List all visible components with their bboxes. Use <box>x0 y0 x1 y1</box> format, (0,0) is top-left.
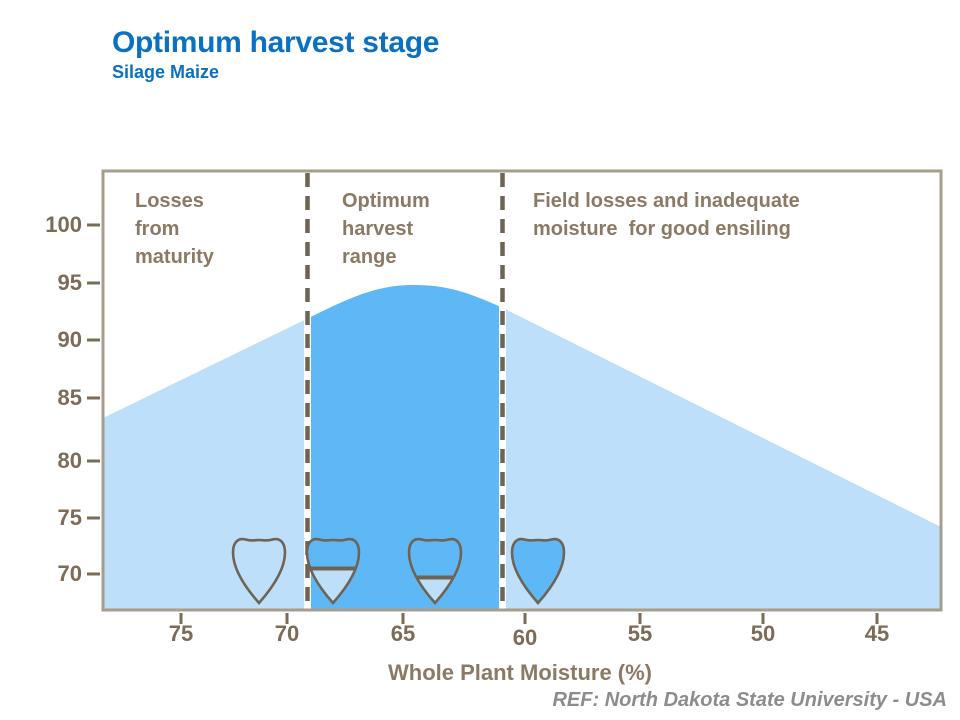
reference-text: REF: North Dakota State University - USA <box>552 689 947 711</box>
y-axis-ticks <box>87 223 100 576</box>
y-tick-label-90: 90 <box>57 327 82 352</box>
area-series-optimum-band <box>309 285 502 609</box>
x-tick-label-50: 50 <box>750 621 776 646</box>
region-label-losses-from-maturity: Losses from maturity <box>135 190 214 268</box>
region-label-optimum-harvest-range: Optimum harvest range <box>342 190 430 268</box>
y-tick-label-95: 95 <box>57 270 82 295</box>
x-tick-label-65: 65 <box>390 621 416 646</box>
region-label-field-losses: Field losses and inadequate moisture for… <box>533 190 800 240</box>
y-tick-label-100: 100 <box>45 212 82 237</box>
y-tick-label-75: 75 <box>57 505 82 530</box>
x-tick-label-45: 45 <box>864 621 890 646</box>
x-tick-label-60: 60 <box>512 625 538 650</box>
x-tick-label-70: 70 <box>274 621 300 646</box>
y-tick-label-70: 70 <box>57 561 82 586</box>
y-tick-label-85: 85 <box>57 385 82 410</box>
page-title: Optimum harvest stage <box>112 26 440 59</box>
y-tick-label-80: 80 <box>57 448 82 473</box>
x-tick-label-55: 55 <box>627 621 653 646</box>
x-axis-ticks <box>179 613 879 624</box>
plot-frame <box>101 169 943 612</box>
x-tick-label-75: 75 <box>168 621 194 646</box>
x-axis-title: Whole Plant Moisture (%) <box>388 660 652 685</box>
page-subtitle: Silage Maize <box>112 62 220 82</box>
